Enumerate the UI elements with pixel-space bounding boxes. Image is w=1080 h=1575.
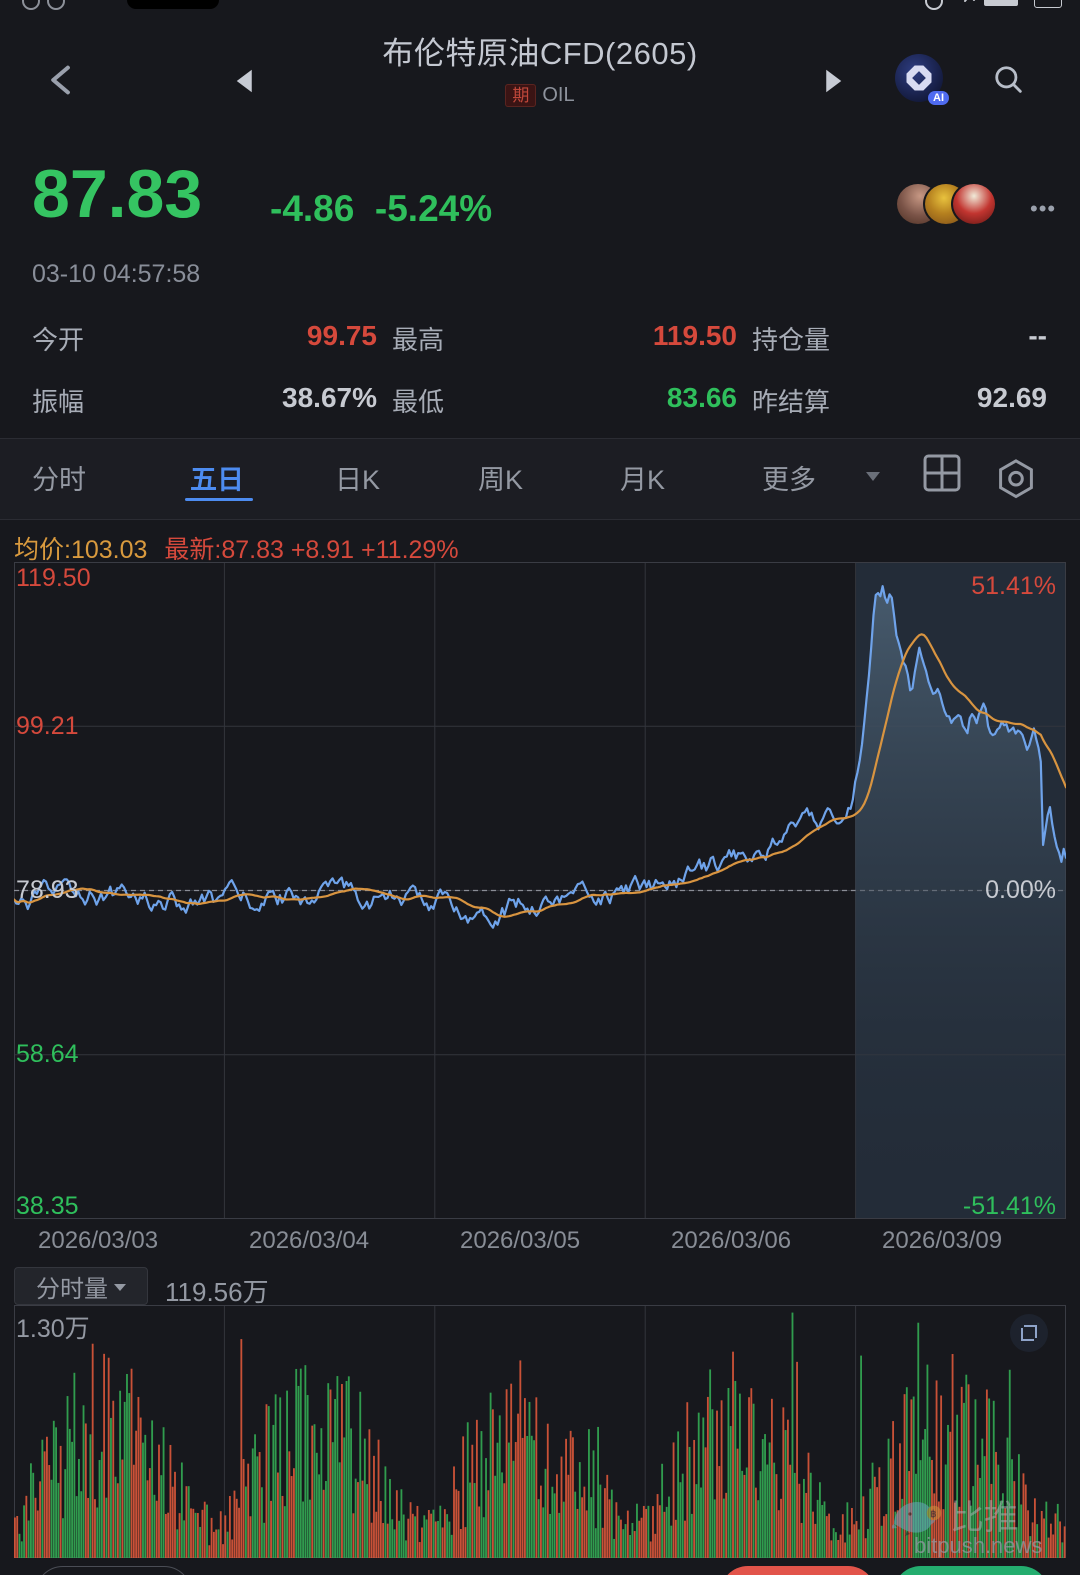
svg-text:฿: ฿ [930,1509,936,1520]
